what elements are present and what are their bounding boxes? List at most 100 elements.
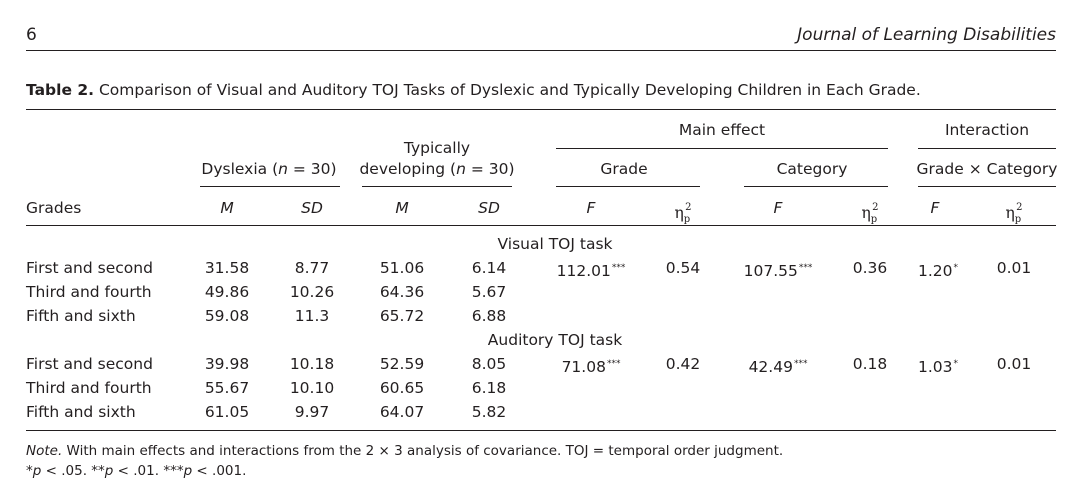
typically-m: 60.65 (379, 379, 425, 397)
significance-marker: *** (798, 263, 813, 273)
journal-name: Journal of Learning Disabilities (797, 25, 1056, 45)
dyslexia-sd: 10.18 (289, 355, 335, 373)
grade-rule (556, 186, 700, 187)
significance-marker: *** (606, 359, 621, 369)
main-effect-rule (556, 148, 888, 149)
significance-marker: *** (793, 359, 808, 369)
category-f-value: 42.49 (748, 358, 793, 376)
note-label: Note. (26, 443, 63, 459)
typically-m: 65.72 (379, 307, 425, 325)
typically-m: 64.07 (379, 403, 425, 421)
typically-sd-header: SD (478, 199, 500, 217)
p-symbol: p (32, 463, 42, 479)
grade-category-header: Grade × Category (916, 160, 1058, 178)
grade-eta: 0.42 (665, 355, 701, 373)
grade-label: Fifth and sixth (26, 403, 136, 421)
grade-label: Third and fourth (26, 379, 152, 397)
interaction-eta-header: ηp2 (1005, 199, 1022, 229)
section-title-visual: Visual TOJ task (497, 235, 613, 253)
category-rule (744, 186, 888, 187)
typically-rule (362, 186, 512, 187)
category-f-value: 107.55 (743, 262, 798, 280)
category-eta-header: ηp2 (861, 199, 878, 229)
grade-label: First and second (26, 355, 153, 373)
section-title-auditory: Auditory TOJ task (487, 331, 623, 349)
typically-m-header: M (395, 199, 409, 217)
significance-stars: *** (163, 463, 184, 479)
dyslexia-sd: 9.97 (294, 403, 330, 421)
grade-eta-header: ηp2 (674, 199, 691, 229)
typically-m: 52.59 (379, 355, 425, 373)
eta-sup: 2 (1016, 202, 1023, 213)
grade-header: Grade (600, 160, 648, 178)
page-number: 6 (26, 25, 37, 45)
dyslexia-m: 55.67 (204, 379, 250, 397)
eta-sub: p (1014, 214, 1022, 225)
typically-sd: 5.67 (471, 283, 507, 301)
dyslexia-sd: 10.26 (289, 283, 335, 301)
dyslexia-sd: 8.77 (294, 259, 330, 277)
n-symbol: n (278, 160, 288, 178)
dyslexia-m: 39.98 (204, 355, 250, 373)
eta-sup: 2 (872, 202, 879, 213)
dyslexia-m: 31.58 (204, 259, 250, 277)
dyslexia-sd: 10.10 (289, 379, 335, 397)
typically-header-suffix: = 30) (465, 160, 515, 178)
grade-label: Third and fourth (26, 283, 152, 301)
interaction-f: 1.20* (918, 259, 958, 280)
table-top-rule (26, 109, 1056, 110)
table-label: Table 2. (26, 81, 95, 99)
significance-threshold: < .05. (41, 463, 92, 479)
category-header: Category (776, 160, 848, 178)
main-effect-header: Main effect (678, 121, 766, 139)
interaction-rule (918, 148, 1056, 149)
eta-symbol: η (674, 204, 684, 222)
interaction-f-value: 1.03 (917, 358, 953, 376)
grades-header: Grades (26, 199, 82, 217)
dyslexia-sd: 11.3 (294, 307, 330, 325)
eta-symbol: η (1005, 204, 1015, 222)
eta-symbol: η (861, 204, 871, 222)
typically-header-line1: Typically (403, 139, 471, 157)
typically-m: 64.36 (379, 283, 425, 301)
eta-sup: 2 (685, 202, 692, 213)
header-rule (26, 50, 1056, 51)
significance-marker: *** (611, 263, 626, 273)
grade-eta: 0.54 (665, 259, 701, 277)
significance-threshold: < .01. (113, 463, 164, 479)
typically-m: 51.06 (379, 259, 425, 277)
dyslexia-m-header: M (220, 199, 234, 217)
note-text: With main effects and interactions from … (62, 443, 784, 459)
grade-label: First and second (26, 259, 153, 277)
category-eta: 0.36 (852, 259, 888, 277)
typically-header-line2: developing (n = 30) (359, 160, 514, 178)
grade-f-header: F (586, 199, 596, 217)
significance-marker: * (953, 263, 959, 273)
interaction-header: Interaction (944, 121, 1030, 139)
category-f: 42.49*** (749, 355, 808, 376)
table-caption: Table 2. Comparison of Visual and Audito… (26, 81, 921, 99)
dyslexia-header-prefix: Dyslexia ( (201, 160, 279, 178)
table-note: Note. With main effects and interactions… (26, 443, 783, 459)
dyslexia-sd-header: SD (301, 199, 323, 217)
dyslexia-header-suffix: = 30) (287, 160, 337, 178)
table-bottom-rule (26, 430, 1056, 431)
header-bottom-rule (26, 225, 1056, 226)
dyslexia-m: 49.86 (204, 283, 250, 301)
significance-marker: * (953, 359, 959, 369)
dyslexia-header: Dyslexia (n = 30) (201, 160, 336, 178)
typically-sd: 5.82 (471, 403, 507, 421)
interaction-f: 1.03* (918, 355, 958, 376)
grade-f-value: 71.08 (561, 358, 606, 376)
grade-label: Fifth and sixth (26, 307, 136, 325)
typically-sd: 6.14 (471, 259, 507, 277)
p-symbol: p (104, 463, 114, 479)
grade-category-rule (918, 186, 1056, 187)
significance-stars: ** (91, 463, 105, 479)
eta-sub: p (683, 214, 691, 225)
dyslexia-m: 59.08 (204, 307, 250, 325)
grade-f: 71.08*** (562, 355, 621, 376)
category-f-header: F (773, 199, 783, 217)
typically-sd: 8.05 (471, 355, 507, 373)
typically-sd: 6.18 (471, 379, 507, 397)
